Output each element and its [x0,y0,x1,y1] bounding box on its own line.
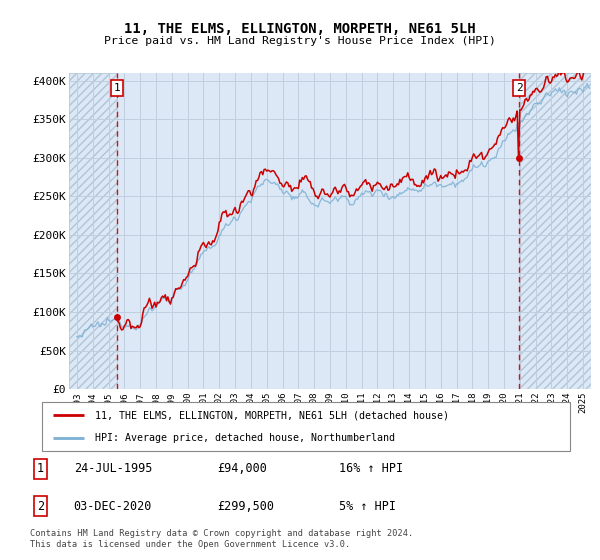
Text: £94,000: £94,000 [217,463,267,475]
Text: 16% ↑ HPI: 16% ↑ HPI [338,463,403,475]
Text: 24-JUL-1995: 24-JUL-1995 [74,463,152,475]
Bar [519,73,591,389]
Text: Price paid vs. HM Land Registry's House Price Index (HPI): Price paid vs. HM Land Registry's House … [104,36,496,46]
Text: 1: 1 [37,463,44,475]
Bar [69,73,117,389]
Text: 11, THE ELMS, ELLINGTON, MORPETH, NE61 5LH: 11, THE ELMS, ELLINGTON, MORPETH, NE61 5… [124,22,476,36]
Bar [69,73,117,389]
Text: Contains HM Land Registry data © Crown copyright and database right 2024.
This d: Contains HM Land Registry data © Crown c… [30,529,413,549]
Text: 2: 2 [516,83,523,93]
FancyBboxPatch shape [42,402,570,451]
Text: HPI: Average price, detached house, Northumberland: HPI: Average price, detached house, Nort… [95,433,395,444]
Text: 03-DEC-2020: 03-DEC-2020 [74,500,152,512]
Text: £299,500: £299,500 [217,500,274,512]
Bar [519,73,591,389]
Text: 5% ↑ HPI: 5% ↑ HPI [338,500,395,512]
Text: 11, THE ELMS, ELLINGTON, MORPETH, NE61 5LH (detached house): 11, THE ELMS, ELLINGTON, MORPETH, NE61 5… [95,410,449,421]
Text: 2: 2 [37,500,44,512]
Text: 1: 1 [114,83,121,93]
